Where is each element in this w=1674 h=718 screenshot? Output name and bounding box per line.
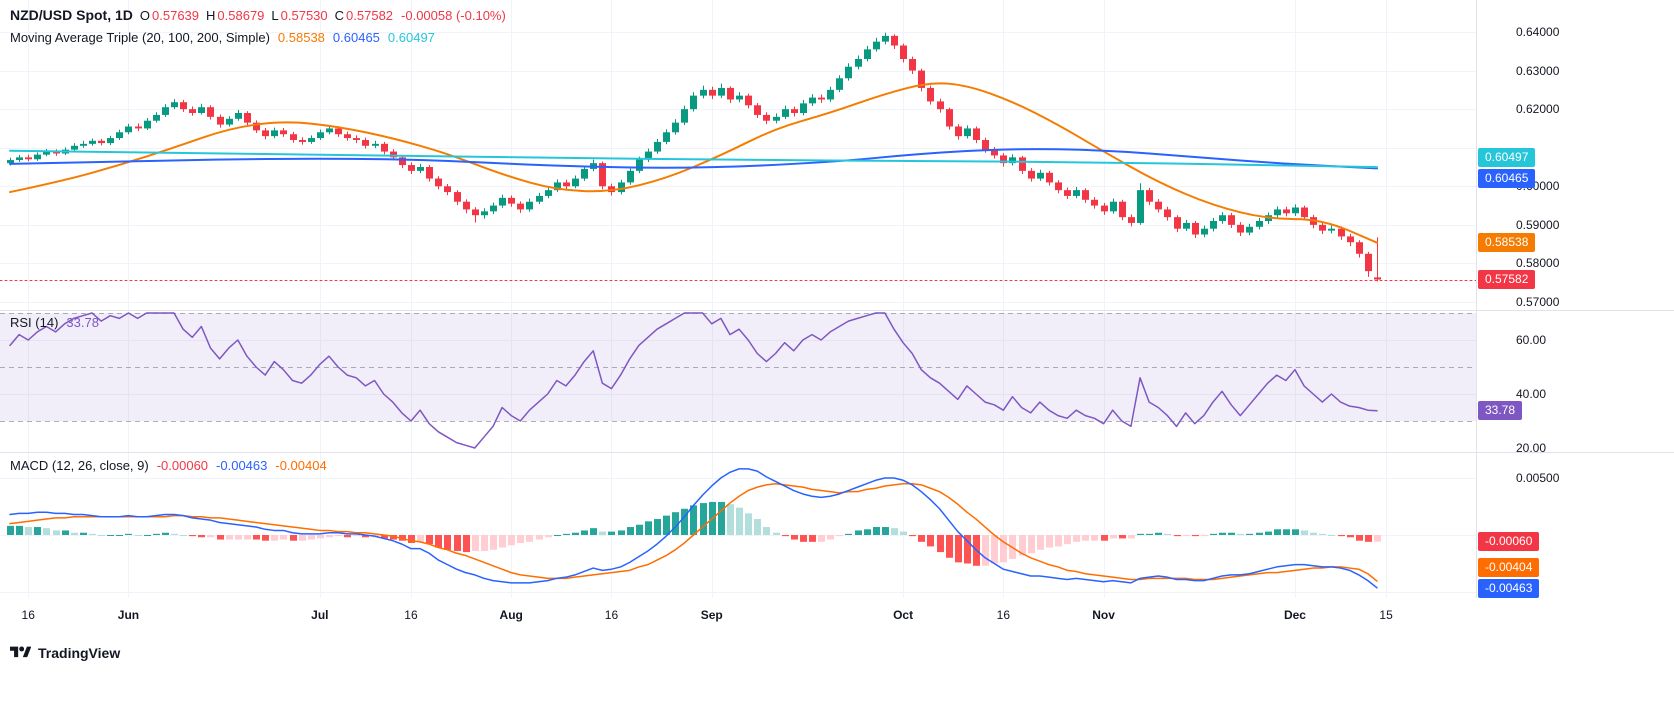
price-badge: -0.00463 [1478, 578, 1540, 598]
tradingview-brand-text: TradingView [38, 644, 121, 661]
pane-divider-rsi-macd[interactable] [0, 452, 1674, 453]
rsi-legend: RSI (14) 33.78 [10, 311, 99, 333]
ohlc-letter: C [334, 7, 345, 23]
price-badge: -0.00404 [1478, 557, 1540, 577]
price-scale-border [1476, 0, 1477, 598]
ohlc-letter: O [139, 7, 151, 23]
rsi-legend-row: RSI (14) 33.78 [10, 311, 99, 333]
symbol-legend-row: NZD/USD Spot, 1D O 0.57639 H 0.58679 L 0.5753… [10, 4, 506, 26]
ohlc-value: 0.57582 [346, 7, 394, 23]
ma-value: 0.60465 [332, 29, 380, 45]
price-axis-label: 0.62000 [1516, 102, 1560, 117]
time-axis-label: Nov [1092, 608, 1115, 622]
time-axis-label: Jul [311, 608, 329, 622]
macd-legend: MACD (12, 26, close, 9) -0.00060 -0.00463… [10, 454, 327, 476]
price-badge: 0.60465 [1478, 168, 1536, 188]
price-axis-label: 0.58000 [1516, 256, 1560, 271]
time-axis-label: 16 [404, 608, 418, 622]
ma-value: 0.58538 [277, 29, 325, 45]
pane-divider-main-rsi[interactable] [0, 310, 1674, 311]
time-axis[interactable]: 16 Jun Jul 16 Aug 16 Sep Oct 16 Nov Dec 15 [0, 598, 1674, 638]
change-value: -0.00058 (-0.10%) [401, 7, 506, 23]
tradingview-logo-icon [10, 646, 31, 658]
ohlc-letter: H [206, 7, 216, 23]
macd-legend-row: MACD (12, 26, close, 9) -0.00060 -0.00463… [10, 454, 327, 476]
ohlc-value: 0.57639 [152, 7, 200, 23]
ohlc-value: 0.58679 [217, 7, 265, 23]
ma-values: 0.58538 0.60465 0.60497 [270, 30, 435, 45]
time-axis-label: 16 [21, 608, 35, 622]
macd-value: -0.00463 [216, 457, 268, 473]
macd-value: -0.00060 [156, 457, 209, 473]
price-axis-label: 0.63000 [1516, 63, 1560, 78]
ma-value: 0.60497 [387, 29, 435, 45]
symbol-title[interactable]: NZD/USD Spot, 1D [10, 7, 133, 23]
ohlc-value: 0.57530 [280, 7, 328, 23]
chart-canvas[interactable] [0, 0, 1674, 598]
price-badge: -0.00060 [1478, 532, 1540, 552]
price-badge: 33.78 [1478, 401, 1523, 421]
price-axis-label: 0.64000 [1516, 25, 1560, 39]
rsi-indicator-title[interactable]: RSI (14) [10, 314, 59, 330]
price-axis-label: 0.57000 [1516, 295, 1560, 309]
time-axis-label: Sep [700, 608, 723, 622]
time-axis-label: Dec [1283, 608, 1306, 622]
macd-value: -0.00404 [275, 457, 327, 473]
price-badge: 0.57582 [1478, 270, 1536, 290]
price-axis-label: 20.00 [1516, 441, 1547, 455]
price-badge: 0.60497 [1478, 147, 1536, 167]
price-axis-label: 0.00500 [1516, 471, 1560, 485]
ma-legend-row: Moving Average Triple (20, 100, 200, Sim… [10, 26, 506, 48]
rsi-value: 33.78 [66, 314, 99, 330]
price-badge: 0.58538 [1478, 233, 1536, 253]
main-pane-legend: NZD/USD Spot, 1D O 0.57639 H 0.58679 L 0.5753… [10, 4, 506, 48]
ohlc-letter: L [271, 7, 279, 23]
tradingview-attribution[interactable]: TradingView [10, 644, 120, 661]
time-axis-label: Aug [499, 608, 523, 622]
macd-indicator-title[interactable]: MACD (12, 26, close, 9) [10, 457, 149, 473]
time-axis-label: 15 [1379, 608, 1393, 622]
time-axis-label: 16 [604, 608, 619, 622]
ma-indicator-title[interactable]: Moving Average Triple (20, 100, 200, Sim… [10, 29, 270, 45]
time-axis-label: 16 [996, 608, 1011, 622]
macd-values: -0.00060 -0.00463 -0.00404 [149, 458, 327, 473]
price-scale[interactable]: 0.64000 0.63000 0.62000 0.60000 0.59000 0.580… [1476, 0, 1674, 598]
time-axis-label: Oct [893, 608, 914, 622]
price-axis-label: 0.59000 [1516, 217, 1560, 232]
ohlc-values: O 0.57639 H 0.58679 L 0.57530 C 0.57582 [133, 8, 393, 23]
price-axis-label: 60.00 [1516, 333, 1547, 347]
price-axis-label: 40.00 [1516, 387, 1547, 401]
time-axis-label: Jun [117, 608, 140, 622]
